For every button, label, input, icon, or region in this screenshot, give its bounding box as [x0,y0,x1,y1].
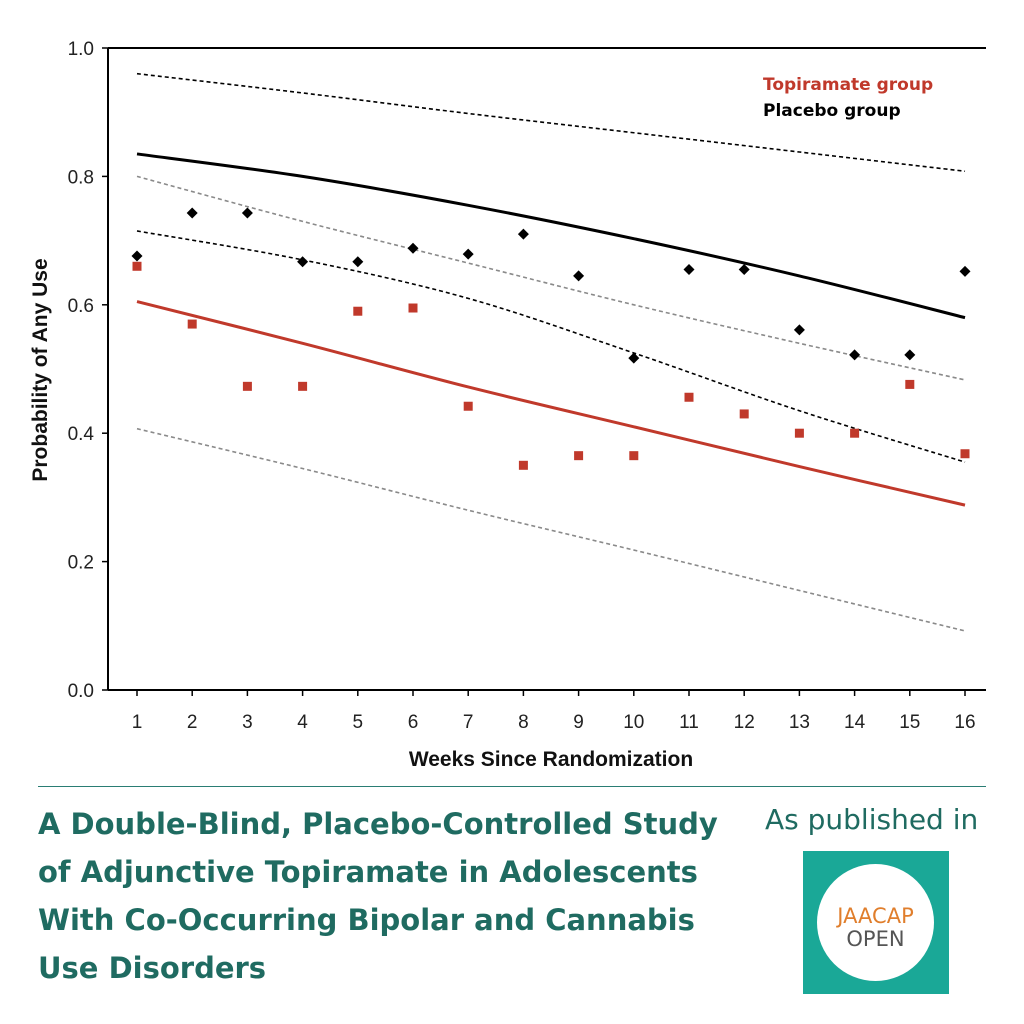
placebo-point [352,256,364,268]
placebo-point [131,250,143,262]
topiramate-point [132,261,142,271]
logo-text-jaacap: JAACAP [837,904,914,928]
topiramate-point [794,428,804,438]
divider [38,786,986,787]
y-tick-label: 0.2 [68,553,94,574]
placebo-point [683,263,695,275]
x-tick-label: 12 [734,712,755,733]
y-tick-label: 0.0 [68,681,94,702]
x-tick-label: 2 [187,712,198,733]
topiramate-point [960,449,970,459]
legend-topiramate: Topiramate group [763,75,933,95]
x-tick-label: 8 [518,712,529,733]
fitted-curve [136,152,966,320]
y-tick-label: 0.4 [68,424,95,445]
fitted-curve [136,300,966,507]
topiramate-point [739,409,749,419]
article-title: A Double-Blind, Placebo-Controlled Study… [38,807,718,985]
placebo-point [241,207,253,219]
topiramate-point [850,428,860,438]
topiramate-point [187,319,197,329]
y-tick-label: 0.6 [68,296,94,317]
placebo-point [738,263,750,275]
x-tick-label: 16 [954,712,975,733]
topiramate-point [353,306,363,316]
topiramate-point [629,451,639,461]
placebo-point [793,324,805,336]
legend-placebo: Placebo group [763,101,901,121]
series-points [131,207,971,470]
logo-circle: JAACAP OPEN [817,864,934,981]
topiramate-point [684,392,694,402]
series-lines [136,72,966,632]
x-tick-label: 14 [844,712,866,733]
placebo-point [849,349,861,361]
x-tick-label: 9 [573,712,584,733]
y-axis-label: Probability of Any Use [29,258,52,481]
placebo-point [628,352,640,364]
x-tick-label: 1 [132,712,143,733]
placebo-point [517,228,529,240]
placebo-point [407,242,419,254]
topiramate-point [463,401,473,411]
x-tick-label: 4 [297,712,308,733]
topiramate-point [408,303,418,313]
x-axis-label: Weeks Since Randomization [409,748,693,771]
confidence-band [136,427,966,632]
confidence-band [136,72,966,173]
y-tick-label: 0.8 [68,167,94,188]
confidence-band [136,175,966,381]
x-tick-label: 3 [242,712,253,733]
placebo-point [297,256,309,268]
x-tick-label: 13 [789,712,810,733]
x-tick-label: 11 [679,712,699,733]
confidence-band [136,230,966,463]
x-tick-label: 5 [353,712,364,733]
axes: 0.00.20.40.60.81.01 2 3 4 5 6 7 8 9 10 11 12 13 14 15 1… [68,39,986,733]
published-label: As published in [765,803,979,836]
chart: 0.00.20.40.60.81.01 2 3 4 5 6 7 8 9 10 11 12 13 14 15 1… [29,39,986,771]
x-tick-label: 15 [899,712,920,733]
logo-text-open: OPEN [846,927,905,951]
x-tick-label: 10 [623,712,644,733]
placebo-point [959,265,971,277]
placebo-point [573,270,585,282]
x-tick-label: 7 [463,712,474,733]
jaacap-open-logo[interactable]: JAACAP OPEN [803,851,949,994]
topiramate-point [298,381,308,391]
placebo-point [904,349,916,361]
topiramate-point [242,381,252,391]
x-tick-label: 6 [408,712,419,733]
y-tick-label: 1.0 [68,39,94,60]
placebo-point [186,207,198,219]
topiramate-point [518,460,528,470]
placebo-point [462,248,474,260]
topiramate-point [905,379,915,389]
topiramate-point [574,451,584,461]
